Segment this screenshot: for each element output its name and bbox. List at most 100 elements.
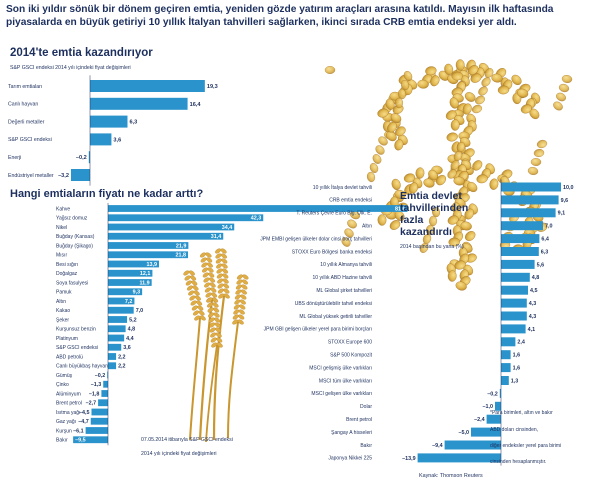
chart1-subtitle: S&P GSCI endeksi 2014 yılı içindeki fiya… bbox=[10, 65, 131, 71]
value-label: 16,4 bbox=[190, 102, 202, 108]
svg-text:tahvillerinden: tahvillerinden bbox=[400, 202, 468, 214]
category-label: STOXX Euro Bölgesi banka endeksi bbox=[292, 249, 372, 255]
value-label: 11,9 bbox=[139, 280, 149, 286]
category-label: Mısır bbox=[56, 253, 67, 259]
category-label: Gaz yağı bbox=[56, 419, 76, 425]
category-label: Dolar bbox=[360, 404, 372, 410]
category-label: 10 yıllık İtalya devlet tahvili bbox=[313, 184, 372, 191]
category-label: STOXX Europe 600 bbox=[328, 340, 372, 346]
bar-3 bbox=[108, 223, 235, 231]
value-label: 2,2 bbox=[118, 364, 126, 370]
bar-13 bbox=[108, 316, 128, 323]
value-label: 3,6 bbox=[113, 137, 121, 143]
bar-11 bbox=[108, 297, 135, 305]
category-label: S&P GSCI endeksi bbox=[8, 137, 52, 143]
bar-24 bbox=[90, 417, 108, 425]
category-label: CRB emtia endeksi bbox=[329, 198, 372, 204]
category-label: Japonya Nikkei 225 bbox=[328, 456, 372, 462]
bar-5 bbox=[108, 242, 189, 249]
category-label: Endüstriyel metaller bbox=[8, 173, 54, 179]
value-label: 42,3 bbox=[251, 216, 262, 222]
bar-19 bbox=[486, 414, 501, 424]
chart3-source: Kaynak: Thomson Reuters bbox=[419, 473, 483, 479]
wheat-ears bbox=[183, 248, 249, 348]
footnote-line-1: *Para birimleri, altın ve bakır bbox=[490, 410, 553, 416]
bar-7 bbox=[501, 259, 535, 269]
category-label: MSCI tüm ülke varlıkları bbox=[319, 378, 372, 384]
value-label: 4,4 bbox=[126, 336, 134, 342]
value-label: 7,0 bbox=[545, 224, 553, 230]
bar-1 bbox=[90, 80, 205, 92]
chart2-plot: Kahve 81,6 Yağsız domuz 42,3 Nikel 34,4 Buğday… bbox=[56, 202, 408, 446]
value-label: –0,2 bbox=[487, 391, 498, 397]
value-label: –2,4 bbox=[474, 417, 485, 423]
category-label: Kakao bbox=[56, 308, 70, 314]
category-label: Alüminyum bbox=[56, 391, 81, 397]
value-label: 1,3 bbox=[511, 378, 519, 384]
bar-18 bbox=[495, 401, 501, 411]
category-label: Canlı hayvan bbox=[8, 102, 38, 108]
bar-3 bbox=[90, 115, 128, 128]
value-label: 1,6 bbox=[513, 353, 521, 359]
value-label: –2,7 bbox=[86, 401, 97, 407]
bar-12 bbox=[501, 324, 526, 334]
value-label: –6,1 bbox=[73, 428, 84, 434]
category-label: S&P 500 Kompozit bbox=[330, 352, 372, 358]
bar-15 bbox=[501, 363, 511, 373]
category-label: Şangay A hisseleri bbox=[331, 430, 372, 436]
chart3-subtitle: 2014 başından bu yana (%) bbox=[400, 244, 464, 250]
bar-10 bbox=[501, 298, 527, 308]
bar-2 bbox=[90, 97, 188, 110]
bar-13 bbox=[501, 337, 516, 347]
chart2-title: Hangi emtiaların fiyatı ne kadar arttı? bbox=[10, 188, 203, 200]
bar-4 bbox=[108, 232, 224, 240]
value-label: 6,4 bbox=[541, 237, 549, 243]
value-label: –4,5 bbox=[79, 410, 90, 416]
category-label: Çinko bbox=[56, 382, 69, 388]
bar-5 bbox=[88, 151, 90, 164]
bar-22 bbox=[98, 399, 108, 407]
category-label: Şeker bbox=[56, 317, 69, 323]
value-label: 9,1 bbox=[558, 211, 566, 217]
category-label: Doğalgaz bbox=[56, 271, 78, 277]
value-label: –9,4 bbox=[432, 443, 443, 449]
category-label: Enerji bbox=[8, 155, 21, 161]
svg-text:fazla: fazla bbox=[400, 214, 424, 226]
value-label: 4,1 bbox=[528, 327, 536, 333]
value-label: –1,8 bbox=[89, 391, 100, 397]
value-label: 21,9 bbox=[176, 243, 187, 249]
value-label: 7,2 bbox=[125, 299, 133, 305]
intro-text: Son iki yıldır sönük bir dönem geçiren e… bbox=[6, 4, 554, 28]
value-label: –9,5 bbox=[75, 438, 86, 444]
category-label: Gümüş bbox=[56, 373, 73, 379]
value-label: 4,3 bbox=[529, 314, 537, 320]
bar-16 bbox=[108, 343, 122, 351]
value-label: –0,2 bbox=[95, 373, 106, 379]
category-label: Platinyum bbox=[56, 336, 78, 342]
bar-20 bbox=[471, 427, 501, 437]
category-label: Besi sığırı bbox=[56, 262, 78, 268]
chart3-plot: 10 yıllık İtalya devlet tahvili 10,0 CRB e… bbox=[260, 179, 574, 466]
value-label: 2,4 bbox=[517, 340, 525, 346]
value-label: –3,2 bbox=[58, 173, 69, 179]
category-label: Brent petrol bbox=[56, 401, 82, 407]
footnote-line-2: ABD doları cinsinden, bbox=[490, 427, 538, 433]
bar-25 bbox=[85, 427, 108, 434]
bar-20 bbox=[103, 380, 108, 388]
value-label: 81,6 bbox=[395, 206, 406, 212]
category-label: Altın bbox=[56, 299, 66, 305]
category-label: Tarım emtiaları bbox=[8, 84, 42, 90]
category-label: Değerli metaller bbox=[8, 119, 45, 125]
value-label: 34,4 bbox=[222, 225, 233, 231]
bar-8 bbox=[108, 269, 153, 277]
value-label: 21,8 bbox=[176, 253, 187, 259]
category-label: MSCI gelişen ülke varlıkları bbox=[311, 391, 372, 397]
category-label: JPM EMBI gelişen ülkeler dolar cinsi bor… bbox=[260, 236, 372, 242]
value-label: 10,0 bbox=[563, 185, 574, 191]
bar-6 bbox=[108, 251, 189, 259]
svg-text:kazandırdı: kazandırdı bbox=[400, 226, 452, 238]
bar-10 bbox=[108, 288, 143, 296]
bar-6 bbox=[70, 169, 90, 181]
chart1-title: 2014'te emtia kazandırıyor bbox=[10, 47, 153, 59]
value-label: 13,9 bbox=[147, 262, 158, 268]
